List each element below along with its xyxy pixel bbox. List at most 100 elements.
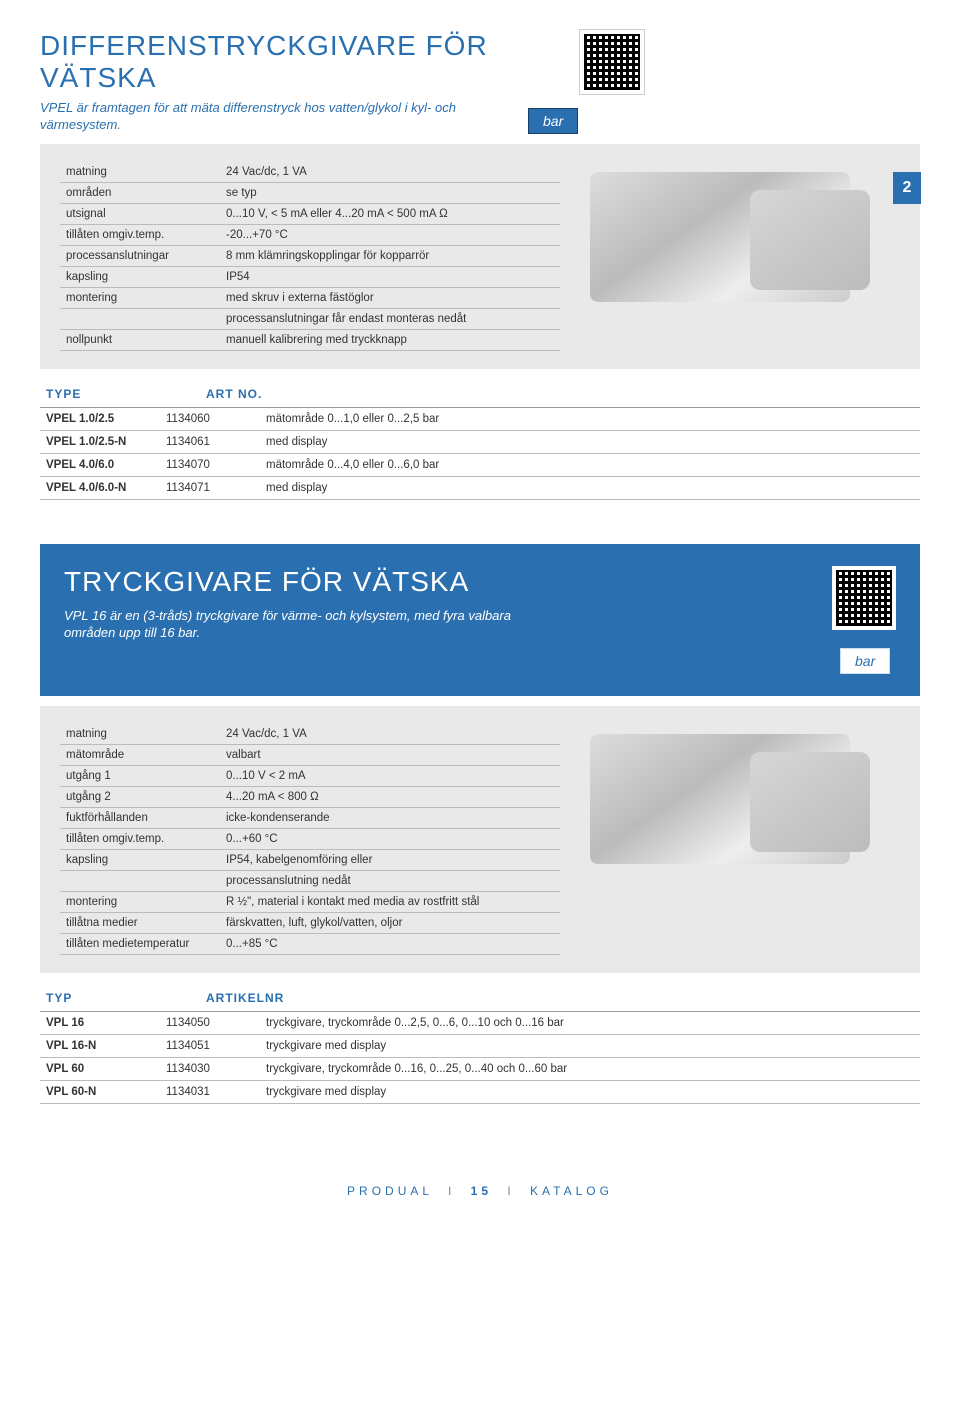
spec-label: områden [60, 183, 220, 204]
qr-code-icon [580, 30, 644, 94]
spec-label: montering [60, 288, 220, 309]
cell-desc: mätområde 0...4,0 eller 0...6,0 bar [260, 454, 920, 477]
spec-label: tillåtna medier [60, 913, 220, 934]
cell-desc: med display [260, 431, 920, 454]
section1-title: DIFFERENSTRYCKGIVARE FÖR VÄTSKA [40, 30, 560, 94]
spec-row: nollpunktmanuell kalibrering med tryckkn… [60, 330, 560, 351]
spec-row: områdense typ [60, 183, 560, 204]
spec-row: tillåten omgiv.temp.0...+60 °C [60, 829, 560, 850]
spec-row: matning24 Vac/dc, 1 VA [60, 162, 560, 183]
spec-row: monteringR ½", material i kontakt med me… [60, 892, 560, 913]
cell-desc: tryckgivare, tryckområde 0...16, 0...25,… [260, 1058, 920, 1081]
cell-desc: mätområde 0...1,0 eller 0...2,5 bar [260, 408, 920, 431]
spec-label: processanslutningar [60, 246, 220, 267]
spec-value: 0...10 V, < 5 mA eller 4...20 mA < 500 m… [220, 204, 560, 225]
table-row: VPL 16-N1134051tryckgivare med display [40, 1035, 920, 1058]
cell-type: VPEL 4.0/6.0-N [40, 477, 160, 500]
cell-artno: 1134060 [160, 408, 260, 431]
cell-type: VPL 16 [40, 1012, 160, 1035]
cell-artno: 1134030 [160, 1058, 260, 1081]
spec-table-1: matning24 Vac/dc, 1 VAområdense typutsig… [60, 162, 560, 351]
spec-label: kapsling [60, 267, 220, 288]
spec-value: manuell kalibrering med tryckknapp [220, 330, 560, 351]
table-row: VPEL 1.0/2.51134060mätområde 0...1,0 ell… [40, 408, 920, 431]
spec-value: 4...20 mA < 800 Ω [220, 787, 560, 808]
cell-artno: 1134071 [160, 477, 260, 500]
section2-header-block: TRYCKGIVARE FÖR VÄTSKA VPL 16 är en (3-t… [40, 544, 920, 696]
table-row: VPEL 1.0/2.5-N1134061med display [40, 431, 920, 454]
spec-row: tillåten omgiv.temp.-20...+70 °C [60, 225, 560, 246]
spec-label: utsignal [60, 204, 220, 225]
spec-row: kapslingIP54 [60, 267, 560, 288]
table-header-2: TYP ARTIKELNR [40, 973, 920, 1012]
unit-badge: bar [840, 648, 890, 674]
product-image [590, 734, 850, 864]
spec-row: utgång 24...20 mA < 800 Ω [60, 787, 560, 808]
table-row: VPL 601134030tryckgivare, tryckområde 0.… [40, 1058, 920, 1081]
spec-value: 24 Vac/dc, 1 VA [220, 724, 560, 745]
spec-table-2: matning24 Vac/dc, 1 VAmätområdevalbartut… [60, 724, 560, 955]
spec-label: fuktförhållanden [60, 808, 220, 829]
spec-value: R ½", material i kontakt med media av ro… [220, 892, 560, 913]
spec-row: kapslingIP54, kabelgenomföring eller [60, 850, 560, 871]
spec-row: tillåtna medierfärskvatten, luft, glykol… [60, 913, 560, 934]
cell-type: VPL 16-N [40, 1035, 160, 1058]
cell-desc: tryckgivare med display [260, 1081, 920, 1104]
spec-value: processanslutning nedåt [220, 871, 560, 892]
spec-label: matning [60, 724, 220, 745]
spec-row: matning24 Vac/dc, 1 VA [60, 724, 560, 745]
spec-value: icke-kondenserande [220, 808, 560, 829]
spec-block-1: matning24 Vac/dc, 1 VAområdense typutsig… [40, 144, 920, 369]
spec-row: processanslutningar får endast monteras … [60, 309, 560, 330]
spec-label [60, 871, 220, 892]
spec-value: IP54, kabelgenomföring eller [220, 850, 560, 871]
page-section-index: 2 [893, 172, 921, 204]
col-artno-label: ARTIKELNR [206, 991, 284, 1005]
col-type-label: TYPE [46, 387, 166, 401]
cell-artno: 1134050 [160, 1012, 260, 1035]
spec-value: se typ [220, 183, 560, 204]
spec-row: tillåten medietemperatur0...+85 °C [60, 934, 560, 955]
spec-row: processanslutningar8 mm klämringskopplin… [60, 246, 560, 267]
cell-artno: 1134061 [160, 431, 260, 454]
spec-value: 8 mm klämringskopplingar för kopparrör [220, 246, 560, 267]
spec-label [60, 309, 220, 330]
cell-type: VPEL 1.0/2.5 [40, 408, 160, 431]
cell-type: VPL 60 [40, 1058, 160, 1081]
cell-artno: 1134031 [160, 1081, 260, 1104]
cell-artno: 1134070 [160, 454, 260, 477]
cell-type: VPEL 1.0/2.5-N [40, 431, 160, 454]
table-row: VPL 161134050tryckgivare, tryckområde 0.… [40, 1012, 920, 1035]
spec-row: mätområdevalbart [60, 745, 560, 766]
table-row: VPEL 4.0/6.01134070mätområde 0...4,0 ell… [40, 454, 920, 477]
col-type-label: TYP [46, 991, 166, 1005]
spec-row: monteringmed skruv i externa fästöglor [60, 288, 560, 309]
footer-page-number: 15 [471, 1184, 492, 1198]
spec-row: processanslutning nedåt [60, 871, 560, 892]
spec-label: utgång 2 [60, 787, 220, 808]
spec-row: utgång 10...10 V < 2 mA [60, 766, 560, 787]
col-artno-label: ART NO. [206, 387, 262, 401]
data-table-2: VPL 161134050tryckgivare, tryckområde 0.… [40, 1012, 920, 1104]
spec-value: 0...+85 °C [220, 934, 560, 955]
spec-row: utsignal0...10 V, < 5 mA eller 4...20 mA… [60, 204, 560, 225]
page-footer: PRODUAL I 15 I KATALOG [40, 1184, 920, 1198]
cell-desc: tryckgivare med display [260, 1035, 920, 1058]
spec-label: matning [60, 162, 220, 183]
table-row: VPL 60-N1134031tryckgivare med display [40, 1081, 920, 1104]
cell-type: VPEL 4.0/6.0 [40, 454, 160, 477]
spec-label: mätområde [60, 745, 220, 766]
table-header-1: TYPE ART NO. [40, 369, 920, 408]
unit-badge: bar [528, 108, 578, 134]
spec-label: kapsling [60, 850, 220, 871]
table-row: VPEL 4.0/6.0-N1134071med display [40, 477, 920, 500]
section1-subtitle: VPEL är framtagen för att mäta differens… [40, 100, 500, 134]
spec-value: färskvatten, luft, glykol/vatten, oljor [220, 913, 560, 934]
footer-separator: I [448, 1184, 455, 1198]
spec-block-2: matning24 Vac/dc, 1 VAmätområdevalbartut… [40, 706, 920, 973]
cell-desc: med display [260, 477, 920, 500]
cell-desc: tryckgivare, tryckområde 0...2,5, 0...6,… [260, 1012, 920, 1035]
spec-value: IP54 [220, 267, 560, 288]
spec-value: med skruv i externa fästöglor [220, 288, 560, 309]
data-table-1: VPEL 1.0/2.51134060mätområde 0...1,0 ell… [40, 408, 920, 500]
